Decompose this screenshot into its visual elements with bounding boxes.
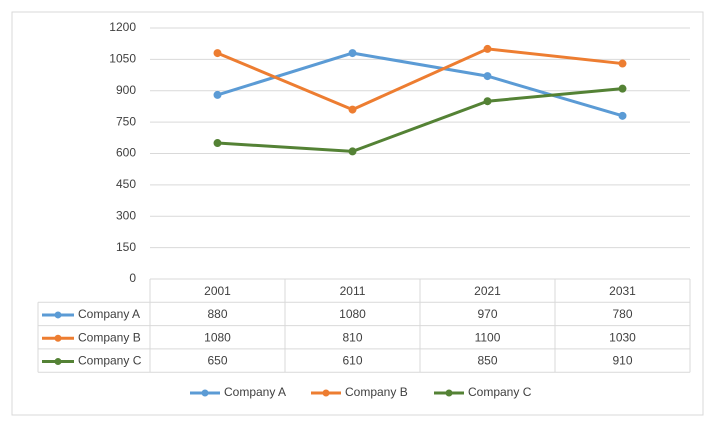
table-cell: 880 bbox=[207, 307, 227, 321]
point bbox=[483, 97, 492, 106]
table-cell: 1100 bbox=[475, 330, 501, 344]
y-tick-label: 300 bbox=[116, 208, 136, 222]
table-row-label: Company B bbox=[78, 330, 141, 344]
legend-key bbox=[54, 334, 62, 342]
y-tick-label: 1050 bbox=[109, 52, 136, 66]
y-tick-label: 150 bbox=[116, 240, 136, 254]
series-line bbox=[217, 87, 623, 153]
table-cell: 780 bbox=[612, 307, 632, 321]
x-tick-label: 2021 bbox=[474, 284, 501, 298]
table-cell: 910 bbox=[612, 354, 632, 368]
x-tick-label: 2011 bbox=[340, 284, 366, 298]
series-line bbox=[216, 47, 623, 112]
point bbox=[213, 139, 222, 148]
legend-label: Company B bbox=[345, 385, 408, 399]
point bbox=[483, 72, 492, 81]
y-tick-label: 1200 bbox=[109, 20, 136, 34]
table-cell: 810 bbox=[342, 330, 362, 344]
legend-key bbox=[201, 389, 209, 397]
legend-key bbox=[322, 389, 330, 397]
legend-label: Company A bbox=[224, 385, 286, 399]
legend-key bbox=[54, 311, 62, 319]
legend-key bbox=[445, 389, 453, 397]
table-cell: 610 bbox=[342, 354, 362, 368]
point bbox=[618, 84, 627, 93]
legend-label: Company C bbox=[468, 385, 532, 399]
point bbox=[348, 105, 357, 114]
y-tick-label: 0 bbox=[129, 271, 136, 285]
x-tick-label: 2031 bbox=[609, 284, 636, 298]
legend-key bbox=[54, 358, 62, 366]
table-cell: 850 bbox=[477, 354, 497, 368]
point bbox=[213, 90, 222, 99]
table-row-label: Company C bbox=[78, 354, 142, 368]
point bbox=[618, 111, 627, 120]
table-cell: 1080 bbox=[204, 330, 231, 344]
y-tick-label: 600 bbox=[116, 146, 136, 160]
point bbox=[483, 44, 492, 53]
y-tick-label: 750 bbox=[116, 114, 136, 128]
y-tick-label: 450 bbox=[116, 177, 136, 191]
table-cell: 1030 bbox=[609, 330, 636, 344]
point bbox=[618, 59, 627, 68]
point bbox=[348, 49, 357, 58]
y-tick-label: 900 bbox=[116, 83, 136, 97]
point bbox=[348, 147, 357, 156]
table-cell: 970 bbox=[477, 307, 497, 321]
table-cell: 650 bbox=[207, 354, 227, 368]
point bbox=[213, 49, 222, 58]
x-tick-label: 2001 bbox=[204, 284, 231, 298]
table-row-label: Company A bbox=[78, 307, 140, 321]
chart-frame bbox=[11, 11, 704, 416]
table-cell: 1080 bbox=[339, 307, 366, 321]
